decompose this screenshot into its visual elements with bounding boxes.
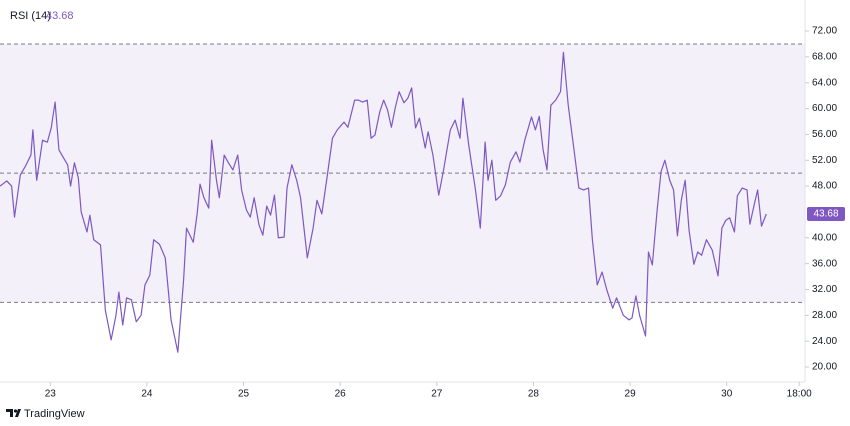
last-value-label: 43.68 [813,209,838,220]
x-tick-label: 28 [528,389,540,400]
plot-background [0,0,806,383]
y-tick-label: 32.00 [812,284,837,295]
x-tick-label: 27 [431,389,443,400]
y-tick-label: 64.00 [812,77,837,88]
y-tick-label: 24.00 [812,336,837,347]
rsi-line [0,51,767,353]
y-tick-label: 36.00 [812,258,837,269]
x-tick-label: 18:00 [787,389,812,400]
y-tick-label: 28.00 [812,310,837,321]
y-tick-label: 68.00 [812,52,837,63]
x-tick-label: 26 [335,389,347,400]
indicator-value: 43.68 [46,10,74,22]
last-value-badge [807,207,845,222]
logo-mark [6,409,13,417]
y-tick-label: 48.00 [812,181,837,192]
x-tick-label: 30 [721,389,733,400]
tradingview-logo [6,409,21,417]
x-tick-label: 25 [238,389,250,400]
y-tick-label: 20.00 [812,362,837,373]
indicator-name: RSI (14) [10,10,51,22]
y-tick-label: 40.00 [812,232,837,243]
y-tick-label: 56.00 [812,129,837,140]
logo-dot [13,409,18,413]
y-tick-label: 72.00 [812,26,837,37]
y-tick-label: 52.00 [812,155,837,166]
footer-brand: TradingView [24,408,85,420]
x-tick-label: 24 [141,389,153,400]
y-tick-label: 60.00 [812,103,837,114]
x-tick-label: 29 [625,389,637,400]
x-tick-label: 23 [45,389,57,400]
logo-mark [15,409,21,417]
